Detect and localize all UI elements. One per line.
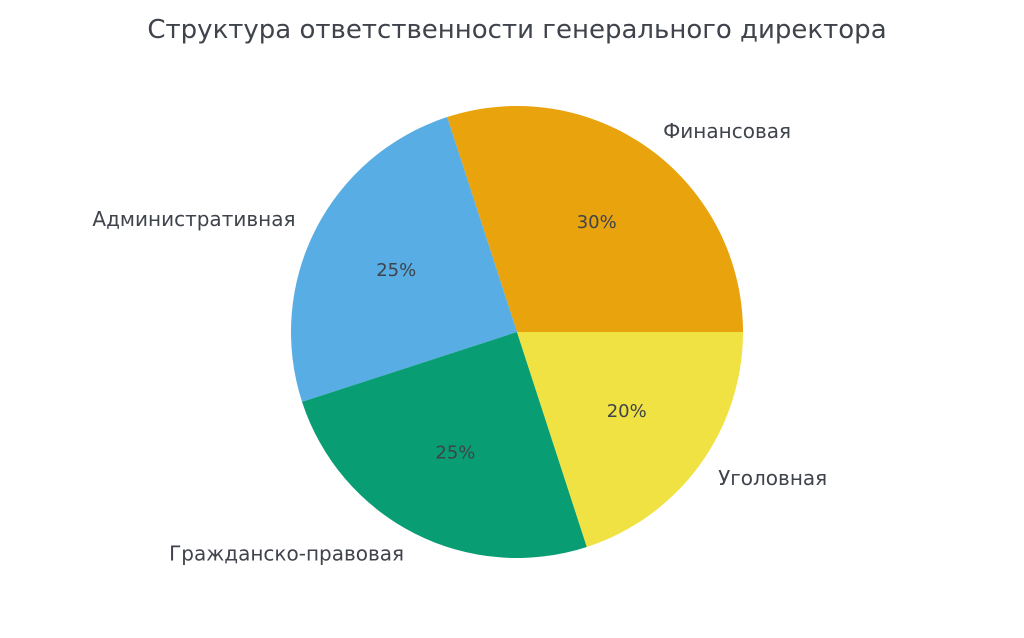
pie-category-label-3: Уголовная (718, 466, 827, 490)
pie-slice-1 (290, 117, 517, 402)
pie-pct-label-2: 25% (435, 442, 475, 463)
pie-pct-label-0: 30% (577, 212, 617, 233)
chart-title: Структура ответственности генерального д… (147, 15, 887, 45)
pie-slice-3 (517, 332, 743, 547)
pie-pct-label-1: 25% (376, 260, 416, 281)
pie-category-label-2: Гражданско-правовая (169, 542, 404, 566)
pie-category-label-0: Финансовая (663, 119, 791, 143)
pie-slice-0 (447, 105, 743, 332)
pie-slice-2 (302, 332, 587, 559)
pie-slices-group (290, 105, 743, 559)
pie-pct-label-3: 20% (607, 401, 647, 422)
pie-category-label-1: Административная (92, 207, 295, 231)
pie-labels-group: 30% Финансовая 25% Административная 25% Гражд… (92, 119, 827, 566)
